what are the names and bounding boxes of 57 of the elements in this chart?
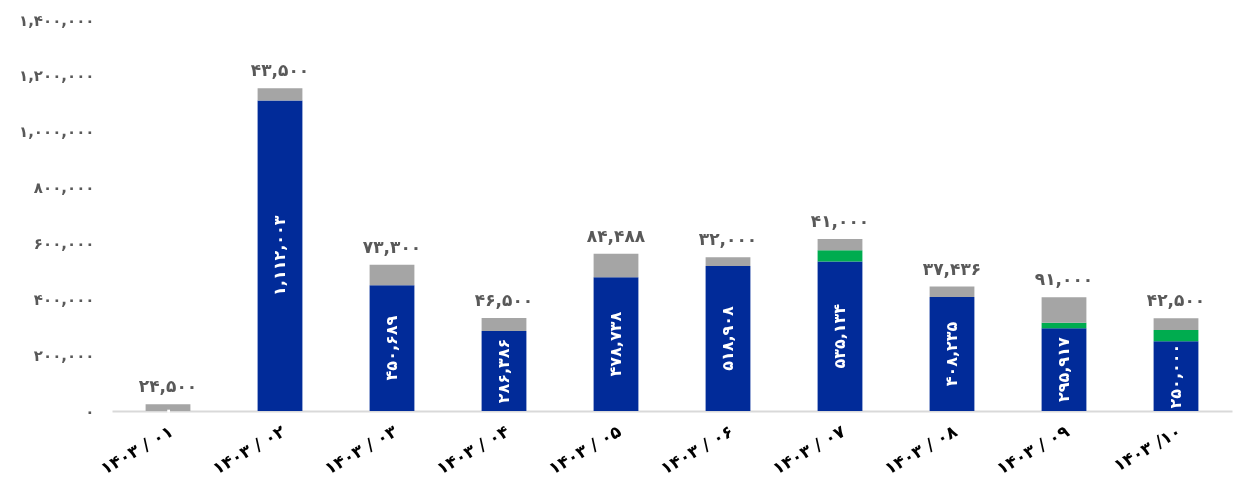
y-tick-label: ۱,۰۰۰,۰۰۰ [19, 123, 95, 142]
data-label: ۵۳۵,۱۳۴ [830, 303, 849, 369]
bar [257, 88, 303, 101]
data-label: ۲۵۰,۰۰۰ [1166, 343, 1185, 409]
y-tick-label: ۲۰۰,۰۰۰ [33, 346, 95, 365]
bar [1153, 341, 1199, 411]
y-tick-label: ۸۰۰,۰۰۰ [33, 179, 95, 198]
bar [929, 286, 975, 297]
bar [929, 296, 975, 411]
data-label: ۴۶,۵۰۰ [474, 290, 534, 311]
data-label: ۴۰۸,۲۳۵ [942, 321, 961, 387]
data-label: ۴۵۰,۶۸۹ [382, 315, 401, 381]
y-tick-label: ۴۰۰,۰۰۰ [33, 290, 95, 309]
data-label: ۲۸۶,۳۸۶ [494, 338, 513, 404]
bar [705, 266, 751, 411]
x-tick-label: ۱۴۰۳ / ۰۹ [992, 420, 1074, 479]
bar [593, 253, 639, 278]
bar [369, 264, 415, 286]
data-label: ۸۴,۴۸۸ [586, 225, 646, 246]
data-label: ۲۹۵,۹۱۷ [1054, 337, 1073, 403]
data-label: ۰ [158, 406, 177, 416]
y-tick-label: ۱,۴۰۰,۰۰۰ [19, 11, 95, 30]
data-label: ۳۷,۴۳۶ [922, 258, 982, 279]
data-label: ۴۳,۵۰۰ [250, 60, 310, 81]
x-tick-label: ۱۴۰۳ / ۰۱ [96, 420, 177, 479]
bar [817, 261, 863, 411]
data-label: ۳۲,۰۰۰ [698, 229, 758, 250]
data-label: ۴۱,۰۰۰ [810, 210, 870, 231]
bar [593, 277, 639, 411]
bar [817, 238, 863, 251]
bar [369, 285, 415, 411]
bar [1153, 318, 1199, 331]
data-label: ۱,۱۱۲,۰۰۳ [270, 215, 289, 296]
data-label: ۴۷۸,۷۳۸ [606, 311, 625, 377]
data-label: ۹۱,۰۰۰ [1034, 269, 1094, 290]
x-tick-label: ۱۴۰۳ / ۰۴ [432, 420, 513, 479]
bar [145, 404, 191, 411]
y-tick-label: ۰ [85, 402, 95, 421]
x-tick-label: ۱۴۰۳ / ۰۸ [880, 420, 962, 479]
data-label: ۵۱۸,۹۰۸ [718, 305, 737, 371]
x-tick-label: ۱۴۰۳ /۱۰ [1110, 420, 1185, 476]
bar [1041, 297, 1087, 323]
bar [257, 100, 303, 411]
bar [481, 318, 527, 332]
bar [817, 250, 863, 262]
x-tick-label: ۱۴۰۳ / ۰۷ [768, 420, 850, 479]
x-tick-label: ۱۴۰۳ / ۰۳ [320, 420, 402, 479]
x-tick-label: ۱۴۰۳ / ۰۵ [544, 420, 625, 479]
y-tick-label: ۱,۲۰۰,۰۰۰ [19, 67, 95, 86]
data-label: ۲۴,۵۰۰ [138, 376, 198, 397]
x-tick-label: ۱۴۰۳ / ۰۶ [656, 420, 737, 479]
x-tick-label: ۱۴۰۳ / ۰۲ [208, 420, 290, 479]
data-label: ۷۳,۳۰۰ [362, 236, 422, 257]
data-label: ۴۲,۵۰۰ [1146, 290, 1206, 311]
bar [1153, 330, 1199, 342]
y-tick-label: ۶۰۰,۰۰۰ [33, 234, 95, 253]
bar [705, 257, 751, 267]
